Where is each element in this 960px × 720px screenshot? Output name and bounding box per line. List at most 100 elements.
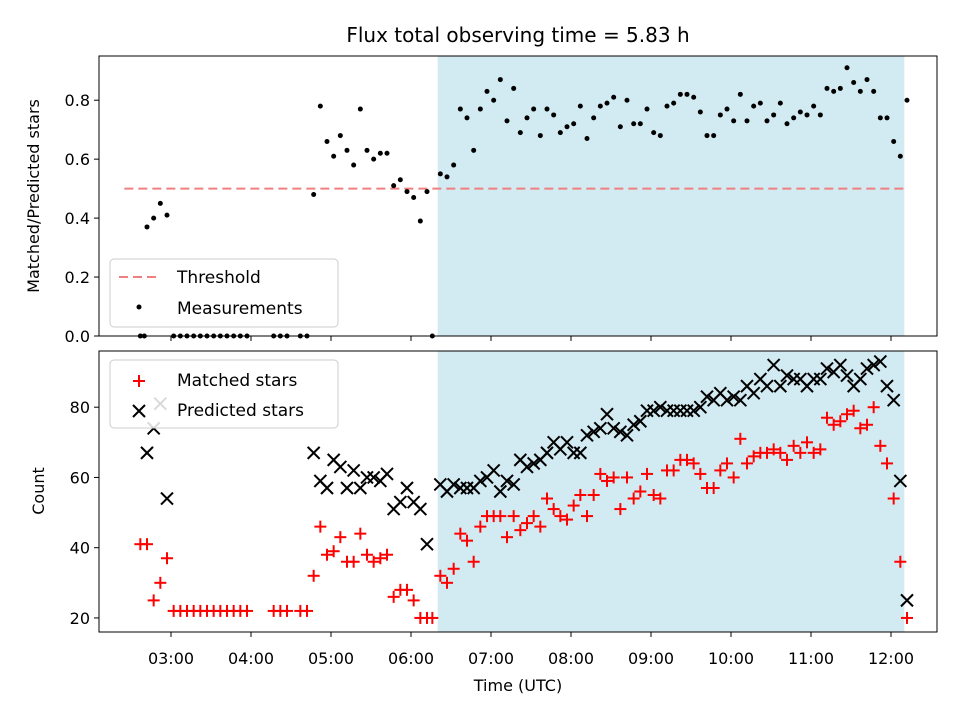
- measurement-point: [677, 91, 683, 97]
- top-y-tick-label: 0.0: [65, 327, 90, 346]
- measurement-point: [771, 112, 777, 118]
- measurement-point: [624, 97, 630, 103]
- measurement-point: [557, 130, 563, 136]
- measurement-point: [697, 109, 703, 115]
- matched-star-point: [867, 401, 880, 414]
- matched-star-point: [334, 531, 347, 544]
- measurement-point: [724, 106, 730, 112]
- matched-star-point: [681, 453, 693, 466]
- top-legend: Threshold Measurements: [109, 258, 339, 328]
- matched-star-point: [281, 604, 293, 617]
- measurement-point: [591, 115, 597, 121]
- predicted-star-point: [306, 446, 321, 460]
- measurement-point: [897, 153, 903, 159]
- measurement-point: [404, 189, 410, 195]
- x-tick-label: 04:00: [228, 649, 274, 668]
- matched-star-point: [494, 510, 507, 523]
- matched-star-point: [327, 545, 340, 558]
- matched-star-point: [367, 555, 380, 568]
- measurement-point: [891, 138, 897, 144]
- x-tick-label: 09:00: [628, 649, 674, 668]
- measurement-point: [417, 218, 423, 224]
- predicted-star-point: [733, 393, 748, 407]
- matched-star-point: [154, 576, 167, 589]
- predicted-star-point: [420, 537, 434, 551]
- predicted-star-point: [320, 481, 334, 495]
- matched-star-point: [667, 464, 680, 477]
- matched-star-point: [141, 538, 153, 551]
- measurement-point: [691, 94, 697, 100]
- top-legend-box: [109, 258, 339, 328]
- measurement-point: [157, 200, 163, 206]
- bottom-y-tick-label: 60: [70, 468, 90, 487]
- predicted-star-point: [393, 495, 408, 509]
- measurement-point: [371, 156, 377, 162]
- bottom-y-tick-label: 80: [70, 398, 90, 417]
- matched-stars-points: [134, 401, 913, 624]
- measurement-point: [631, 121, 637, 127]
- matched-star-point: [787, 439, 800, 452]
- predicted-star-point: [486, 463, 501, 478]
- measurement-point: [611, 94, 617, 100]
- measurement-point: [737, 91, 743, 97]
- matched-star-point: [534, 520, 547, 533]
- matched-star-point: [654, 492, 667, 505]
- measurement-point: [351, 162, 357, 168]
- matched-star-point: [147, 594, 160, 607]
- predicted-star-point: [860, 361, 874, 376]
- matched-star-point: [527, 510, 540, 523]
- matched-star-point: [601, 474, 613, 487]
- measurement-point: [884, 115, 890, 121]
- matched-star-point: [361, 548, 373, 561]
- measurement-point: [671, 100, 677, 106]
- measurement-point: [511, 85, 517, 91]
- matched-star-point: [614, 503, 627, 516]
- predicted-star-point: [140, 446, 154, 460]
- measurement-point: [151, 215, 157, 221]
- legend-threshold-label: Threshold: [176, 268, 261, 288]
- legend-predicted-label: Predicted stars: [177, 401, 304, 421]
- measurement-point: [904, 97, 910, 103]
- matched-star-point: [721, 457, 733, 470]
- x-tick-label: 05:00: [308, 649, 354, 668]
- matched-star-point: [541, 492, 553, 505]
- measurement-point: [484, 88, 490, 94]
- matched-star-point: [521, 517, 533, 530]
- predicted-star-point: [693, 400, 708, 414]
- measurement-point: [337, 133, 343, 139]
- measurement-point: [311, 192, 317, 198]
- matched-star-point: [554, 510, 567, 523]
- predicted-star-point: [646, 404, 661, 418]
- top-x-ticks: [170, 336, 892, 341]
- x-axis-label: Time (UTC): [473, 676, 562, 695]
- matched-star-point: [307, 569, 320, 582]
- legend-predicted-swatch: [132, 404, 146, 418]
- measurement-point: [437, 171, 443, 177]
- bottom-y-tick-label: 20: [70, 609, 90, 628]
- legend-matched-label: Matched stars: [177, 371, 297, 391]
- matched-star-point: [834, 415, 847, 428]
- matched-star-point: [741, 457, 753, 470]
- matched-star-point: [827, 418, 840, 431]
- top-panel: 0.00.20.40.60.8 Matched/Predicted stars …: [24, 55, 938, 346]
- matched-star-point: [821, 411, 833, 424]
- predicted-star-point: [493, 484, 508, 499]
- bottom-legend-box: [109, 359, 339, 429]
- measurement-point: [597, 103, 603, 109]
- measurement-point: [637, 121, 643, 127]
- measurement-point: [477, 106, 483, 112]
- predicted-star-point: [593, 421, 608, 435]
- predicted-star-point: [333, 460, 348, 474]
- measurement-point: [831, 88, 837, 94]
- matched-star-point: [574, 489, 587, 502]
- predicted-star-point: [820, 361, 834, 376]
- matched-star-point: [561, 513, 573, 526]
- predicted-star-point: [686, 404, 701, 418]
- measurement-point: [457, 106, 463, 112]
- measurement-point: [517, 130, 523, 136]
- predicted-star-point: [366, 470, 381, 485]
- measurement-point: [377, 150, 383, 156]
- top-y-tick-label: 0.4: [65, 209, 90, 228]
- matched-star-point: [841, 408, 853, 421]
